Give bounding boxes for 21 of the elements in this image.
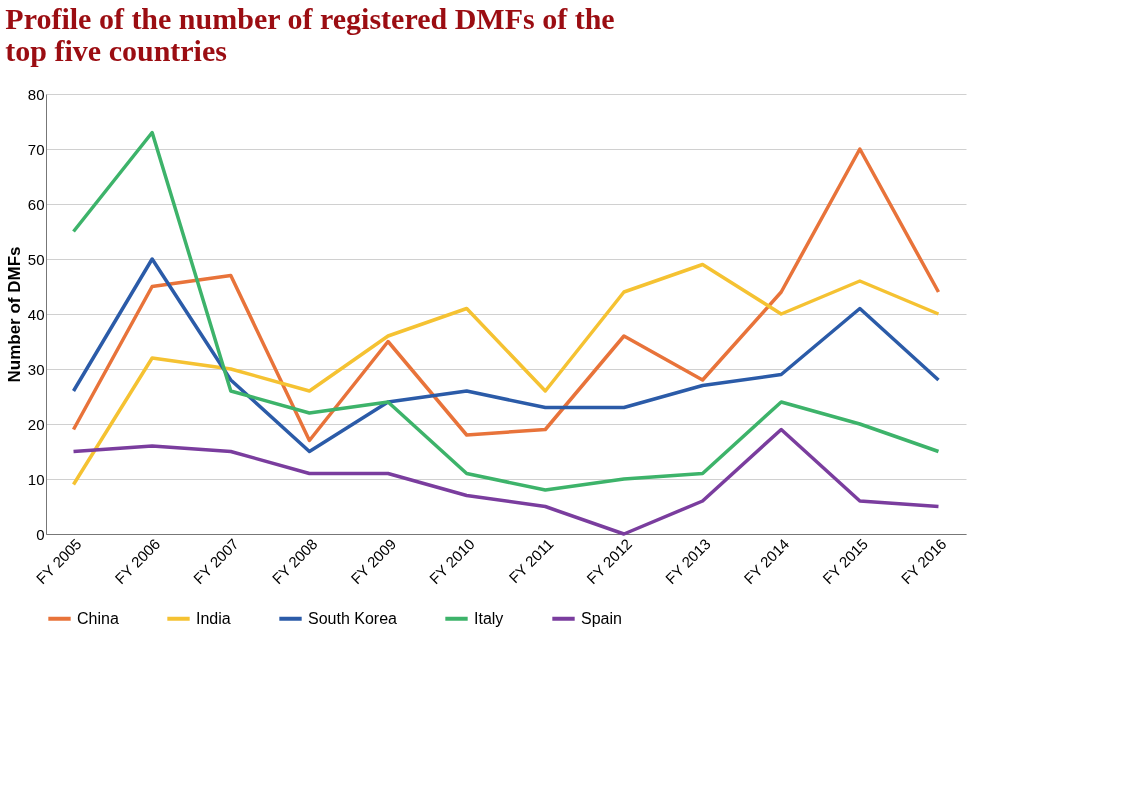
legend-label: South Korea [308, 609, 398, 627]
line-series [71, 130, 941, 492]
y-tick-label: 60 [27, 195, 45, 213]
legend-label: Spain [581, 609, 622, 627]
line-series [71, 427, 941, 536]
y-tick-label: 70 [27, 140, 45, 158]
y-tick-label: 0 [36, 525, 45, 543]
chart-title: Profile of the number of registered DMFs of the top five countries [5, 2, 615, 67]
legend-label: China [77, 609, 119, 627]
line-series [71, 147, 941, 443]
y-tick-label: 30 [27, 360, 45, 378]
line-series [71, 257, 941, 454]
line-series [71, 262, 941, 487]
y-tick-label: 80 [27, 85, 45, 103]
y-tick-label: 10 [27, 470, 45, 488]
legend-label: India [196, 609, 231, 627]
y-axis-title: Number of DMFs [4, 246, 24, 383]
y-tick-label: 20 [27, 415, 45, 433]
y-tick-label: 40 [27, 305, 45, 323]
legend-label: Italy [474, 609, 504, 627]
y-tick-label: 50 [27, 250, 45, 268]
